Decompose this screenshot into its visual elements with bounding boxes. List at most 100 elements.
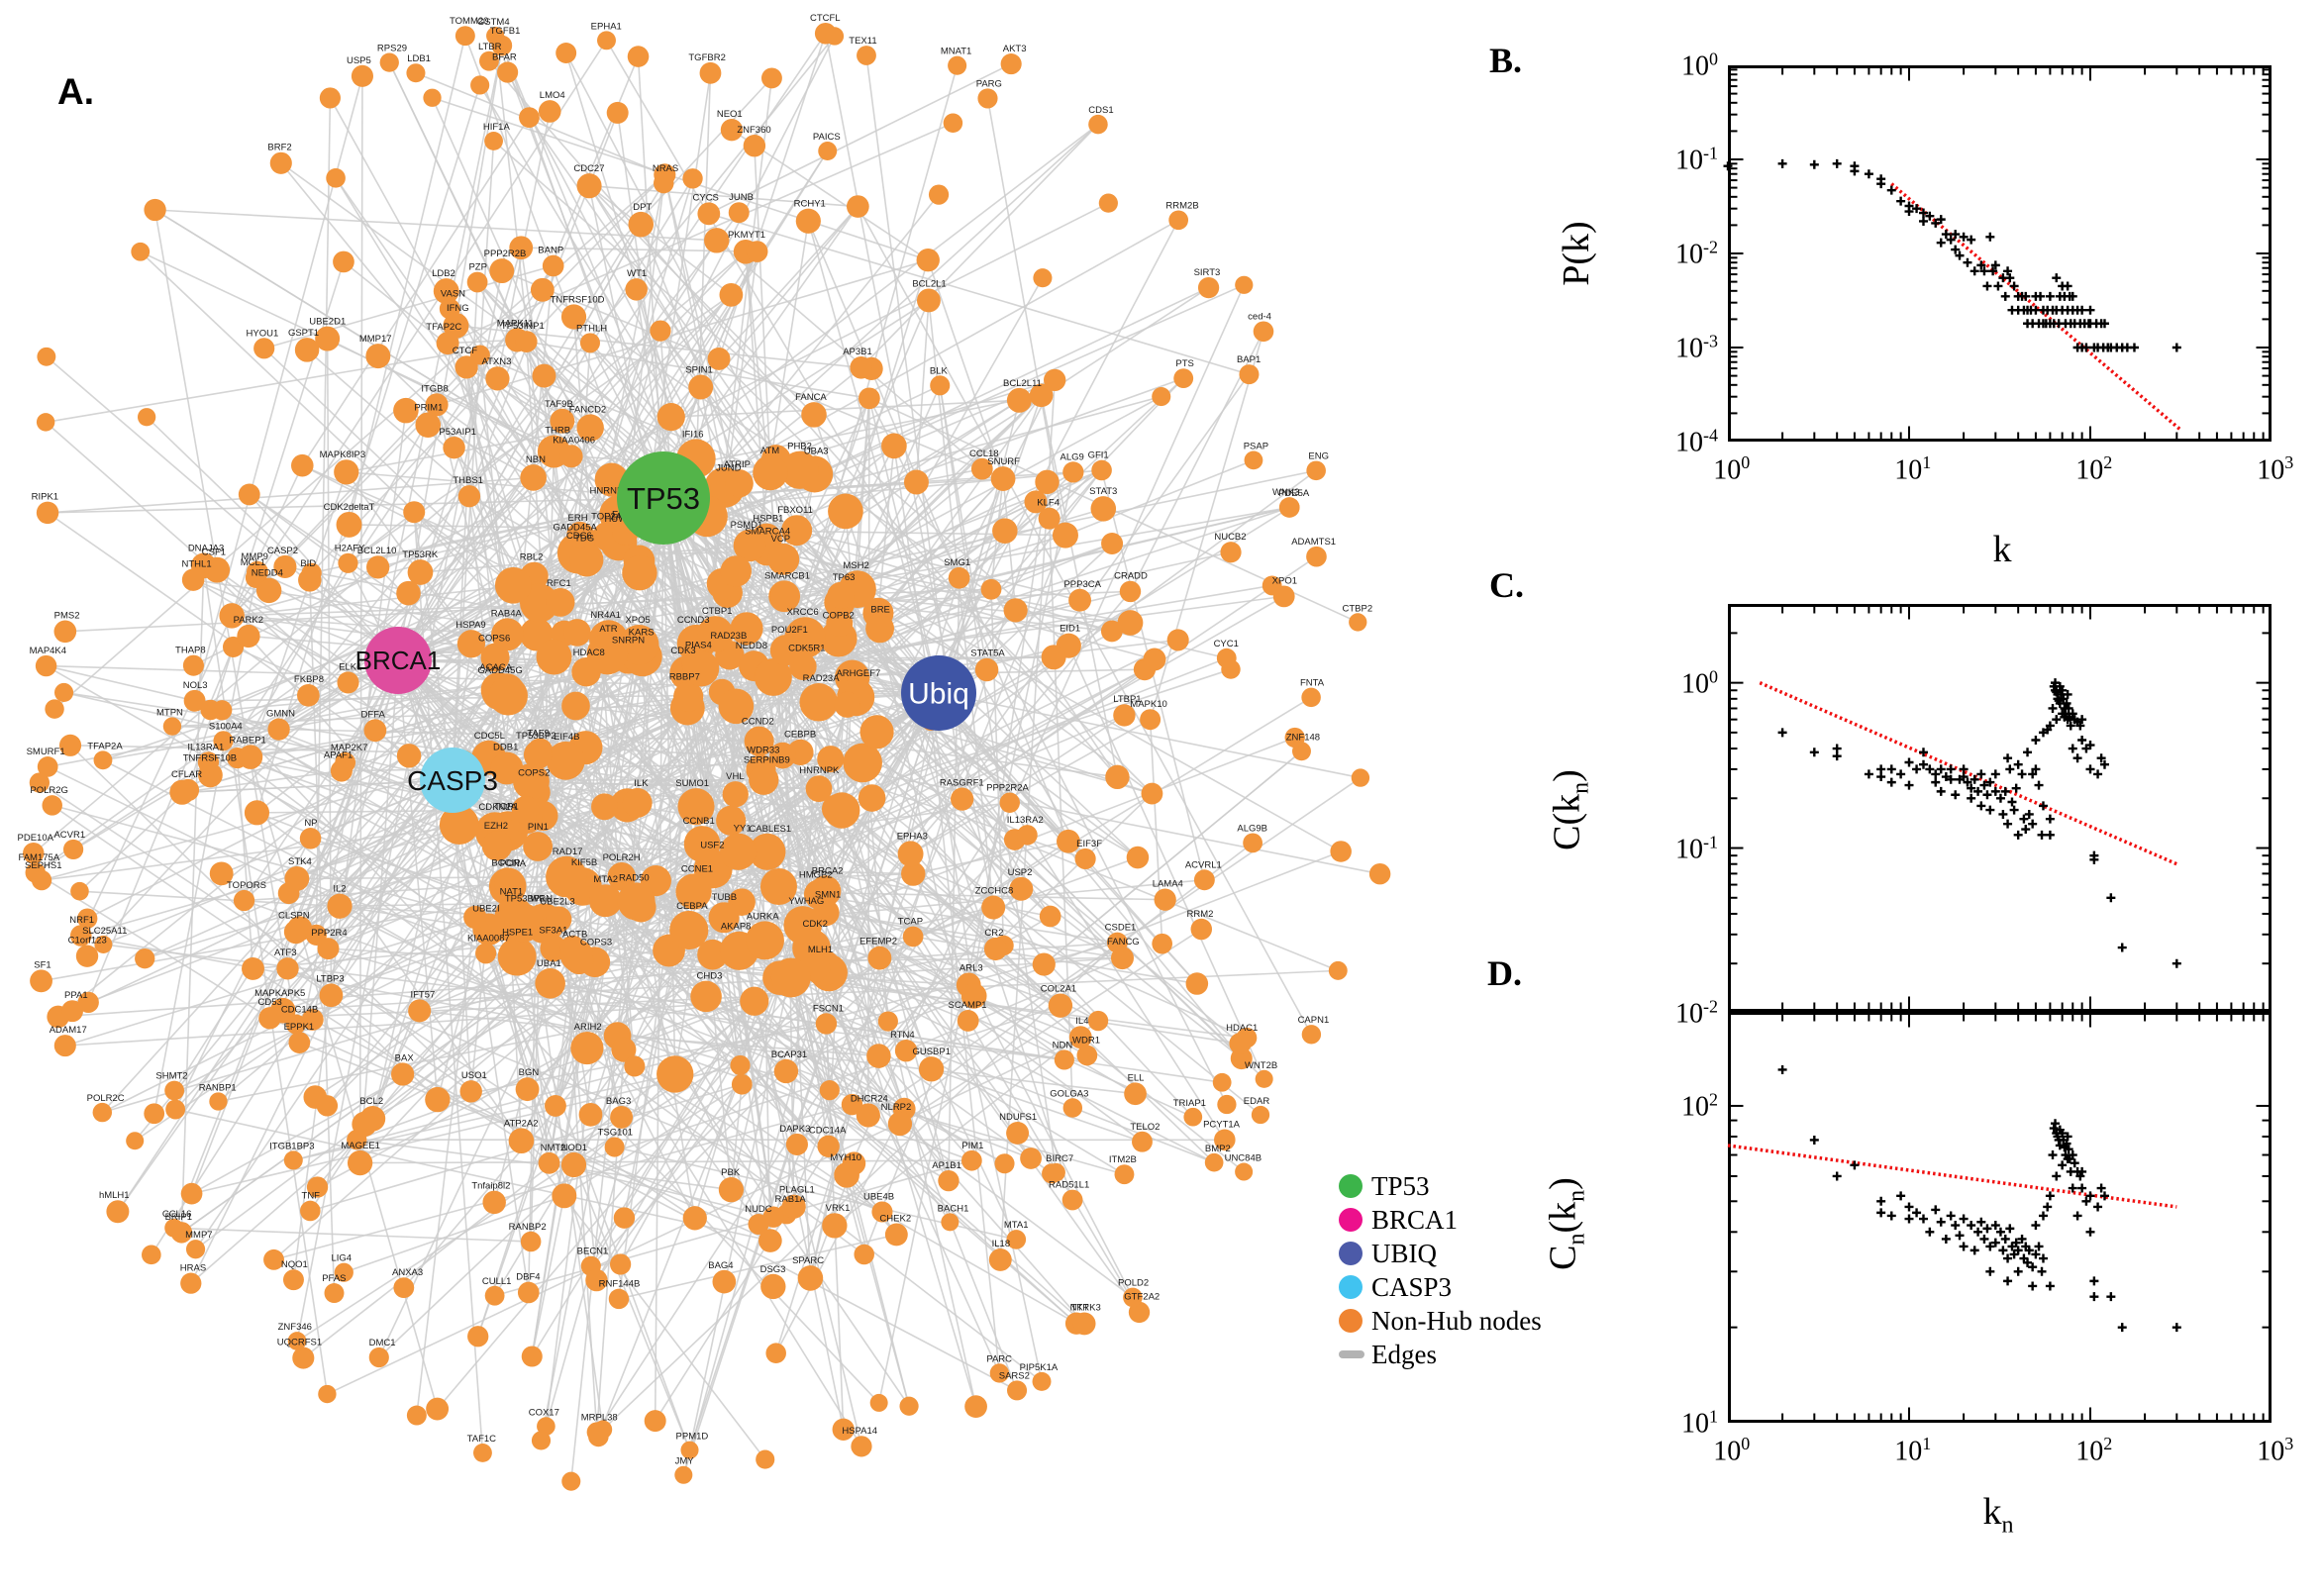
gene-label: NTRK3 [1070,1302,1101,1313]
gene-label: MYH10 [830,1152,861,1163]
gene-label: MCL1 [241,557,265,568]
gene-label: JUNB [729,192,754,203]
gene-label: NRAS [653,163,678,174]
gene-label: BCL2 [359,1096,383,1107]
gene-label: CSF1 [202,548,226,558]
gene-label: CAPN1 [1298,1015,1330,1026]
gene-label: PIP5K1A [1020,1362,1059,1373]
gene-label: ACVR1 [53,830,85,841]
gene-label: TP53INP1 [501,321,545,332]
y-tick-label-panel-d: 101 [1681,1406,1718,1440]
gene-label: SIRT3 [1194,267,1221,278]
gene-label: MAP4K4 [30,646,67,656]
gene-label: PTS [1175,358,1193,369]
gene-label: BMP2 [1205,1144,1231,1154]
gene-label: NUCB2 [1214,532,1246,543]
legend-item-label: CASP3 [1371,1271,1453,1302]
gene-label: CD53 [258,997,282,1008]
gene-label: NDUFS1 [999,1112,1037,1123]
gene-label: NEO1 [717,109,743,120]
gene-label: NR4A1 [590,610,621,621]
gene-label: SMURF1 [27,747,65,757]
gene-label: RNF144B [599,1279,641,1290]
gene-label: JMY [675,1456,695,1467]
gene-label: POLR2G [30,785,68,796]
gene-label: KIAA0087 [467,933,510,944]
data-points [1723,158,2181,352]
gene-label: HYOU1 [247,328,279,339]
gene-label: BID [300,558,316,569]
hub-ubiq-label: Ubiq [908,678,969,711]
gene-label: MAP2K7 [331,743,368,753]
gene-label: PAICS [813,132,841,143]
x-tick-label-panel-b: 102 [2075,452,2113,486]
network-nodes [23,22,1391,1491]
gene-label: DPT [633,202,652,213]
gene-label: PDE5A [1278,488,1310,499]
gene-label: TP53BP1 [505,894,546,905]
gene-label: TAF1C [467,1434,497,1445]
gene-label: TOP2A [591,512,623,523]
data-points [1777,678,2181,968]
gene-label: ZNF148 [1286,732,1320,743]
gene-label: CRADD [1114,571,1148,582]
gene-label: COPS3 [580,937,612,948]
gene-label: BLK [930,365,949,376]
gene-label: NEDD8 [736,641,767,651]
plot-panel-d [1727,1012,2272,1423]
gene-label: AKT3 [1003,44,1027,54]
network-graph: USF2 CDC6 COPS6 COPS2 SNRPN BCCIP CCNB1 CDK3 CCN… [18,13,1391,1491]
gene-label: UBE4B [863,1191,894,1202]
panel-a-label: A. [57,71,94,112]
gene-label: CDK3 [670,646,695,656]
gene-label: SHMT2 [155,1071,187,1082]
gene-label: IL13RA2 [1007,815,1044,826]
gene-label: ATF3 [274,948,297,958]
gene-label: MSH2 [843,560,868,571]
gene-label: COL2A1 [1041,983,1076,994]
gene-label: HNRNPUL1 [590,485,641,496]
gene-label: UNC84B [1225,1153,1262,1164]
gene-label: DBF4 [516,1272,540,1283]
legend-item-label: Non-Hub nodes [1371,1305,1542,1336]
gene-label: AURKA [747,911,779,922]
gene-label: SEPHS1 [25,860,62,871]
gene-label: MMP17 [359,334,392,345]
gene-label: ADAMTS1 [1291,537,1336,548]
y-tick-label-panel-b: 10-4 [1675,425,1718,458]
gene-label: RBL2 [520,552,544,563]
y-tick-label-panel-b: 10-2 [1675,237,1718,270]
gene-label: ADAM17 [50,1025,87,1036]
gene-label: SARS2 [999,1370,1030,1381]
legend-edge-icon [1339,1350,1364,1358]
gene-label: CHD3 [697,971,723,982]
gene-label: SPIN1 [685,365,712,376]
legend-item-ubiq: UBIQ [1339,1240,1542,1267]
network-node-labels: USF2 CDC6 COPS6 COPS2 SNRPN BCCIP CCNB1 CDK3 CCN… [18,13,1373,1467]
gene-label: KIAA0406 [553,435,595,446]
gene-label: FBXO11 [777,505,813,516]
gene-label: ced-4 [1248,311,1271,322]
gene-label: MTA2 [593,874,618,885]
gene-label: GADD45A [553,523,597,534]
gene-label: RAB4A [491,608,523,619]
x-tick-label-panel-b: 100 [1713,452,1751,486]
plot-panel-b [1723,65,2272,442]
gene-label: TP53BP2 [516,731,556,742]
gene-label: PPP2R2B [484,249,527,259]
gene-label: ITGB1BP3 [269,1141,314,1151]
gene-label: MMP7 [185,1230,212,1241]
panel-b-label: B. [1489,41,1523,80]
gene-label: SMARCB1 [764,570,810,581]
gene-label: UBA1 [537,958,561,969]
gene-label: ATRIP [724,459,751,470]
gene-label: BCL2L1 [912,279,946,290]
gene-label: TFAP2A [87,741,123,751]
gene-label: GSPT1 [288,328,319,339]
gene-label: EIF3F [1076,839,1102,849]
gene-label: PPM1D [676,1432,709,1443]
gene-label: RABEP1 [229,735,266,746]
gene-label: NEDD4 [252,568,283,579]
gene-label: AP1B1 [932,1160,961,1171]
gene-label: PIAS4 [685,641,712,651]
